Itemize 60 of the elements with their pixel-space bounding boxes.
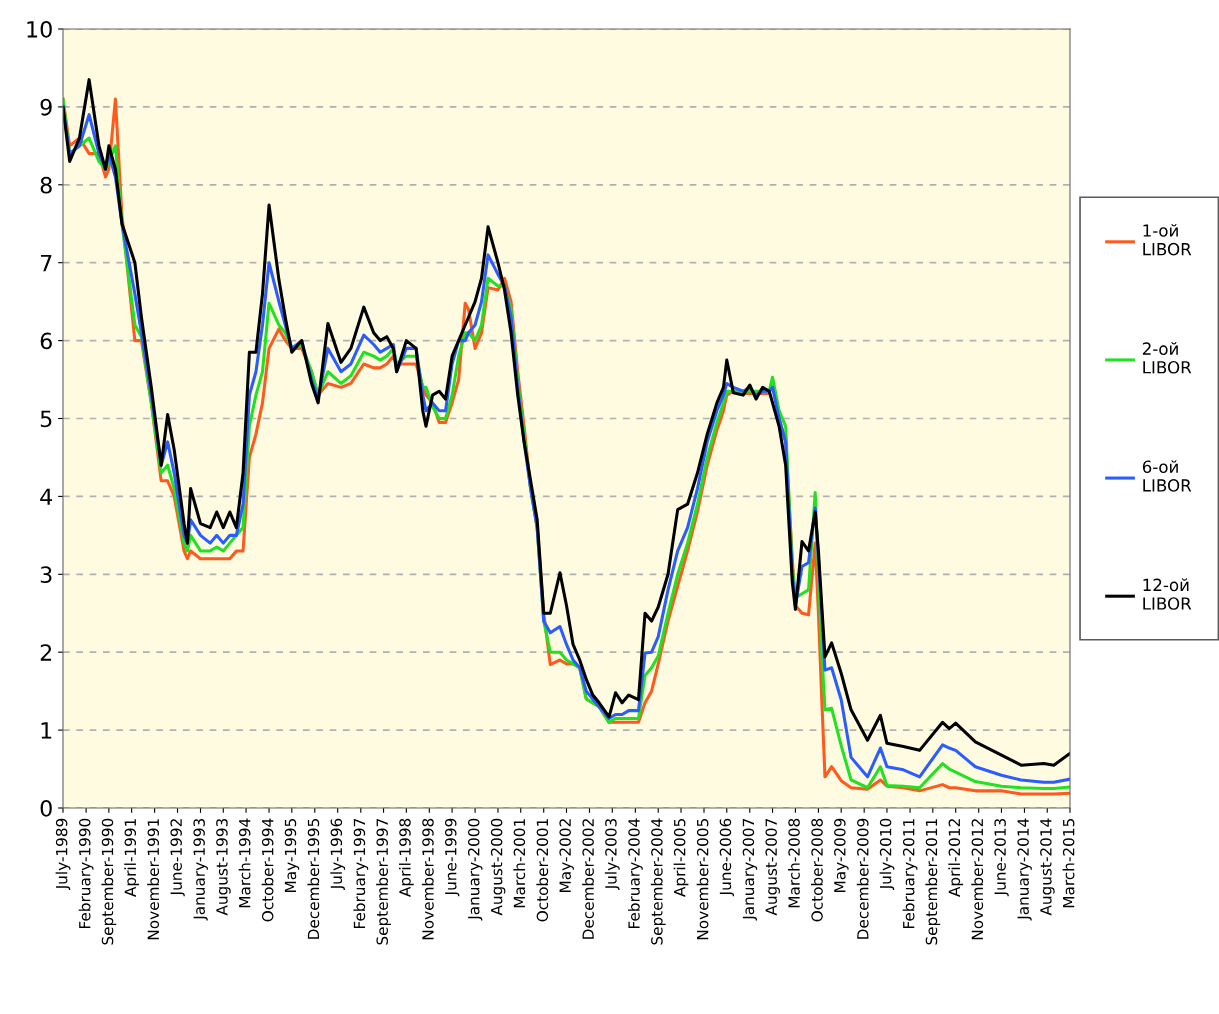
y-tick-label: 6 bbox=[40, 332, 52, 350]
x-tick-label: July-2003 bbox=[604, 818, 620, 891]
x-tick-label: September-2004 bbox=[650, 818, 666, 945]
x-tick-label: September-2011 bbox=[925, 819, 941, 945]
x-tick-label: May-1995 bbox=[284, 819, 300, 892]
y-tick-label: 10 bbox=[27, 20, 52, 38]
x-tick-label: August-2007 bbox=[765, 819, 780, 916]
x-tick-label: April-1991 bbox=[124, 819, 140, 897]
x-tick-label: April-2012 bbox=[948, 819, 964, 897]
x-tick-label: November-2012 bbox=[971, 819, 984, 940]
x-tick-label: January-2007 bbox=[742, 819, 758, 921]
x-tick-label: September-1990 bbox=[101, 818, 117, 945]
legend-label: 2-ой LIBOR bbox=[1142, 342, 1192, 374]
x-tick-label: February-1990 bbox=[78, 818, 94, 929]
x-tick-label: March-2008 bbox=[788, 818, 800, 908]
x-tick-label: October-2001 bbox=[536, 819, 549, 922]
x-tick-label: October-2008 bbox=[811, 818, 823, 922]
x-tick-label: November-1998 bbox=[421, 818, 434, 940]
x-tick-label: December-2002 bbox=[582, 819, 594, 939]
legend-label: 6-ой LIBOR bbox=[1142, 460, 1192, 492]
y-tick-label: 1 bbox=[41, 722, 52, 739]
x-tick-label: August-2000 bbox=[490, 818, 506, 916]
x-tick-label: November-2005 bbox=[696, 819, 709, 940]
x-tick-label: March-1994 bbox=[238, 818, 251, 908]
x-tick-label: September-1997 bbox=[376, 819, 391, 945]
x-tick-label: June-1992 bbox=[170, 819, 185, 897]
y-tick-label: 3 bbox=[40, 566, 52, 584]
x-tick-label: December-2009 bbox=[856, 818, 869, 939]
x-tick-label: January-1993 bbox=[193, 818, 208, 921]
x-tick-label: April-2005 bbox=[673, 819, 689, 897]
x-tick-label: July-1989 bbox=[55, 818, 71, 891]
y-tick-label: 7 bbox=[40, 254, 52, 272]
x-tick-label: June-2006 bbox=[719, 818, 735, 897]
y-tick-label: 0 bbox=[40, 799, 52, 817]
x-tick-label: April-1998 bbox=[398, 818, 414, 897]
y-tick-label: 5 bbox=[40, 410, 52, 428]
y-tick-label: 4 bbox=[40, 488, 53, 505]
legend-label: 1-ой LIBOR bbox=[1143, 223, 1192, 256]
x-tick-label: February-1997 bbox=[353, 819, 369, 929]
legend-label: 12-ой LIBOR bbox=[1143, 578, 1192, 610]
x-tick-label: March-2015 bbox=[1062, 819, 1075, 908]
x-tick-label: March-2001 bbox=[513, 819, 526, 908]
x-tick-label: February-2011 bbox=[902, 819, 918, 929]
x-tick-label: June-2013 bbox=[994, 818, 1009, 897]
x-tick-label: August-2014 bbox=[1040, 818, 1055, 916]
y-tick-label: 2 bbox=[40, 644, 52, 661]
x-tick-label: August-1993 bbox=[216, 818, 231, 916]
x-tick-label: July-1996 bbox=[330, 818, 346, 891]
x-tick-label: May-2002 bbox=[559, 819, 574, 892]
x-tick-label: May-2009 bbox=[834, 818, 849, 892]
x-tick-label: February-2004 bbox=[627, 818, 643, 929]
x-tick-label: January-2014 bbox=[1017, 818, 1032, 921]
x-tick-label: November-1991 bbox=[147, 819, 160, 940]
x-tick-label: July-2010 bbox=[879, 818, 895, 891]
x-tick-label: October-1994 bbox=[261, 818, 274, 922]
x-tick-label: June-1999 bbox=[444, 818, 460, 897]
x-tick-label: January-2000 bbox=[467, 818, 483, 921]
y-tick-label: 8 bbox=[40, 176, 52, 194]
y-tick-label: 9 bbox=[40, 98, 52, 116]
x-tick-label: December-1995 bbox=[307, 819, 320, 939]
